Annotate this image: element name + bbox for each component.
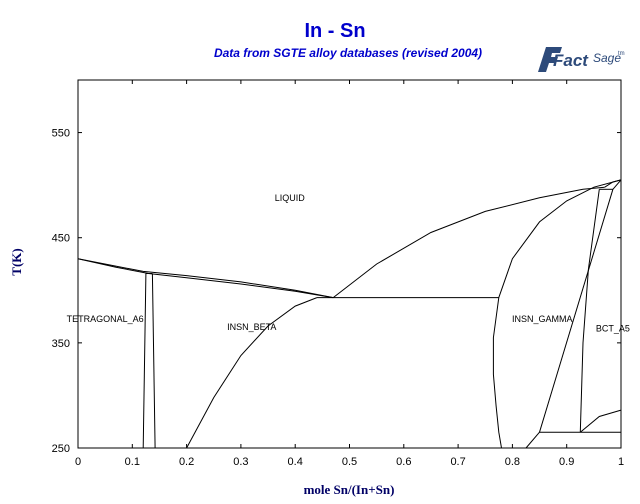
- phase-boundary-line: [186, 297, 318, 449]
- x-tick-label: 0.3: [233, 456, 248, 468]
- phase-boundary-line: [492, 297, 502, 449]
- phase-boundary-line: [142, 273, 147, 449]
- x-axis-ticks: 0 0.1 0.2 0.3 0.4 0.5 0.6 0.7 0.8 0.9 1: [75, 80, 624, 468]
- phase-boundary-line: [77, 258, 334, 299]
- factsage-logo-suffix: Sage: [593, 51, 621, 65]
- x-tick-label: 0.7: [450, 456, 465, 468]
- x-tick-label: 0.8: [505, 456, 520, 468]
- plot-frame: [77, 79, 622, 449]
- y-tick-label: 550: [52, 128, 70, 140]
- phase-boundary-line: [525, 431, 540, 449]
- phase-boundary-line: [498, 179, 622, 298]
- chart-subtitle: Data from SGTE alloy databases (revised …: [214, 46, 482, 60]
- phase-boundary-line: [151, 273, 156, 449]
- phase-boundary-line: [579, 409, 622, 433]
- x-tick-label: 0.6: [396, 456, 411, 468]
- phase-boundary-line: [579, 189, 600, 433]
- factsage-logo-mark: [538, 47, 562, 72]
- x-tick-label: 0.5: [342, 456, 357, 468]
- x-tick-label: 0: [75, 456, 81, 468]
- y-axis-ticks: 250 350 450 550: [52, 128, 621, 455]
- phase-boundary-line: [612, 179, 622, 190]
- phase-label: INSN_GAMMA: [512, 314, 573, 324]
- factsage-logo-brand: Fact: [553, 51, 589, 70]
- phase-boundary-line: [77, 258, 334, 299]
- x-tick-label: 0.2: [179, 456, 194, 468]
- factsage-logo-tm: tm: [618, 51, 625, 57]
- chart-title: In - Sn: [304, 20, 365, 42]
- y-axis-label: T(K): [9, 248, 24, 275]
- phase-label: INSN_BETA: [227, 322, 276, 332]
- y-tick-label: 450: [52, 233, 70, 245]
- phase-label: LIQUID: [275, 193, 306, 203]
- x-tick-label: 0.1: [125, 456, 140, 468]
- phase-label: BCT_A5: [596, 323, 630, 333]
- phase-label: TETRAGONAL_A6: [67, 314, 144, 324]
- x-tick-label: 0.4: [288, 456, 303, 468]
- y-tick-label: 350: [52, 338, 70, 350]
- phase-boundaries: [77, 179, 622, 449]
- x-tick-label: 1: [618, 456, 624, 468]
- factsage-logo: Fact Sage tm: [538, 47, 625, 72]
- y-tick-label: 250: [52, 443, 70, 455]
- x-tick-label: 0.9: [559, 456, 574, 468]
- phase-boundary-line: [332, 186, 605, 298]
- phase-labels: LIQUID TETRAGONAL_A6 INSN_BETA INSN_GAMMA BC…: [67, 193, 630, 333]
- x-axis-label: mole Sn/(In+Sn): [304, 482, 395, 497]
- phase-boundary-line: [539, 189, 614, 433]
